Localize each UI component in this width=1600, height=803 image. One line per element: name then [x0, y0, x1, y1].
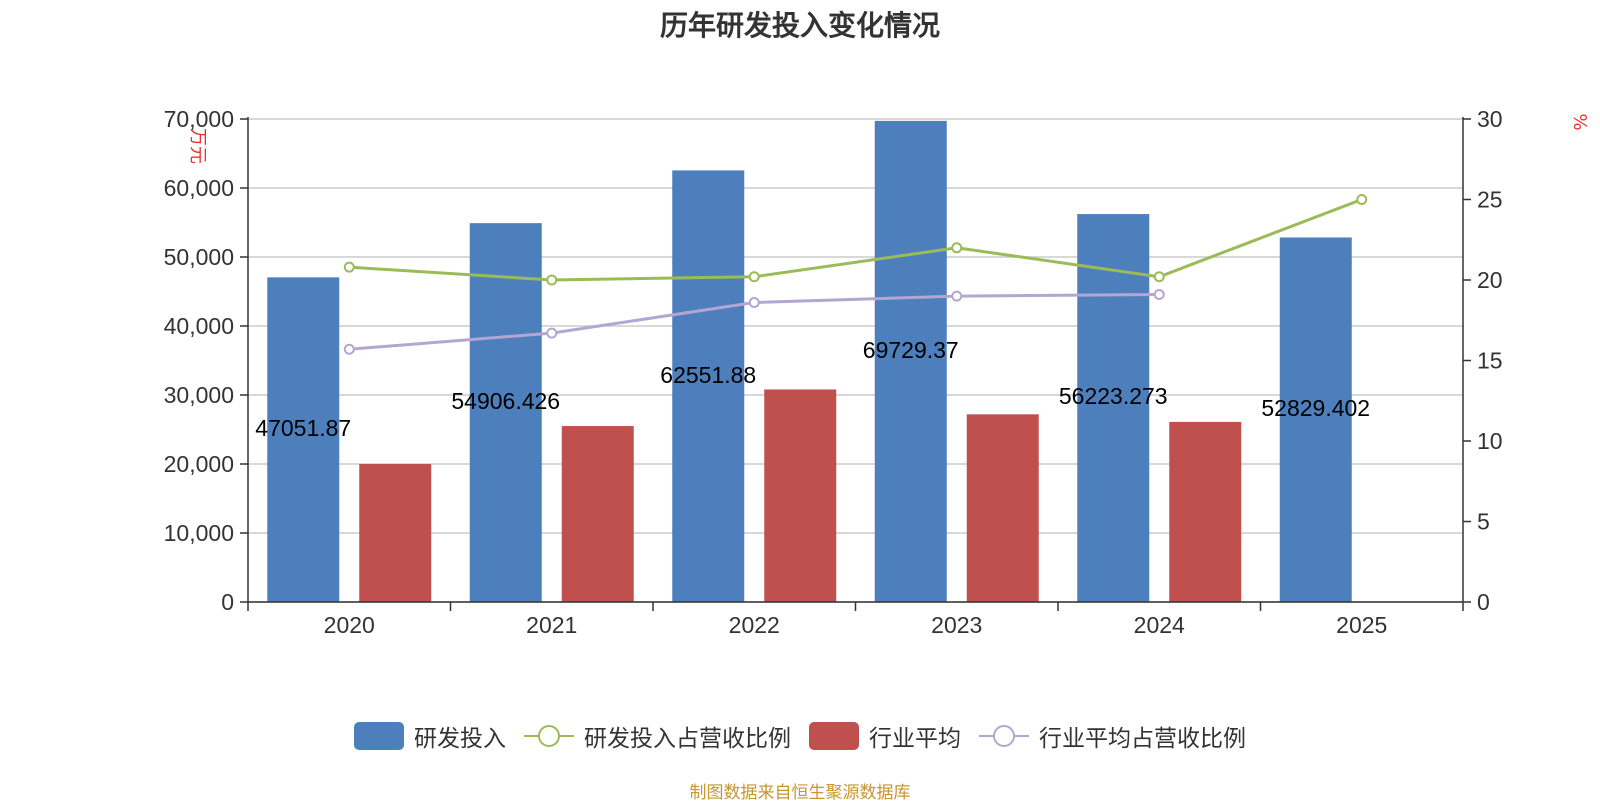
x-tick-label: 2024 — [1134, 612, 1185, 638]
data-label-rd: 54906.426 — [451, 388, 560, 414]
bar-industry — [561, 426, 634, 602]
point-industry-ratio — [1153, 288, 1165, 300]
x-tick-label: 2023 — [931, 612, 982, 638]
bar-rd — [469, 223, 542, 602]
y-left-tick-label: 10,000 — [164, 520, 234, 546]
legend-swatch-rd-ratio — [524, 725, 574, 747]
point-industry-ratio — [546, 327, 558, 339]
chart-title: 历年研发投入变化情况 — [659, 10, 940, 41]
line-rd-ratio — [349, 198, 1363, 282]
legend-label-industry-ratio: 行业平均占营收比例 — [1039, 725, 1246, 751]
y-left-tick-label: 40,000 — [164, 313, 234, 339]
data-label-rd: 47051.87 — [255, 415, 351, 441]
bar-industry — [966, 414, 1039, 602]
legend-item-industry-ratio[interactable]: 行业平均占营收比例 — [979, 719, 1246, 753]
y-left-tick-label: 0 — [221, 589, 234, 615]
bar-rd — [874, 120, 947, 603]
data-label-rd: 52829.402 — [1261, 395, 1370, 421]
point-rd-ratio — [343, 261, 355, 273]
x-tick-label: 2025 — [1336, 612, 1387, 638]
data-label-rd: 56223.273 — [1059, 383, 1168, 409]
y-right-tick-label: 10 — [1477, 428, 1503, 454]
bar-rd — [267, 277, 340, 602]
legend-label-rd: 研发投入 — [414, 725, 506, 751]
bar-industry — [1169, 421, 1242, 602]
bar-rd — [1077, 214, 1150, 602]
y-right-tick-label: 20 — [1477, 267, 1503, 293]
y-left-tick-label: 20,000 — [164, 451, 234, 477]
x-tick-label: 2022 — [729, 612, 780, 638]
y-left-tick-label: 60,000 — [164, 175, 234, 201]
legend-label-rd-ratio: 研发投入占营收比例 — [584, 725, 791, 751]
legend-swatch-industry — [809, 722, 859, 750]
source-note: 制图数据来自恒生聚源数据库 — [689, 783, 911, 802]
data-label-rd: 62551.88 — [660, 362, 756, 388]
legend-item-industry[interactable]: 行业平均 — [809, 719, 961, 753]
y-right-tick-label: 15 — [1477, 348, 1503, 374]
point-industry-ratio — [343, 343, 355, 355]
data-label-rd: 69729.37 — [863, 337, 959, 363]
legend-item-rd-ratio[interactable]: 研发投入占营收比例 — [524, 719, 791, 753]
point-rd-ratio — [546, 274, 558, 286]
point-rd-ratio — [1356, 194, 1368, 205]
x-tick-label: 2020 — [324, 612, 375, 638]
point-industry-ratio — [951, 290, 963, 302]
bar-industry — [764, 389, 837, 602]
point-rd-ratio — [951, 242, 963, 254]
bar-rd — [672, 170, 745, 602]
legend-item-rd[interactable]: 研发投入 — [354, 719, 506, 753]
y-left-tick-label: 30,000 — [164, 382, 234, 408]
x-tick-label: 2021 — [526, 612, 577, 638]
legend-swatch-industry-ratio — [979, 725, 1029, 747]
y-left-tick-label: 70,000 — [164, 106, 234, 132]
point-rd-ratio — [748, 271, 760, 283]
point-industry-ratio — [748, 297, 760, 309]
y-right-tick-label: 25 — [1477, 187, 1503, 213]
y-right-tick-label: 5 — [1477, 509, 1490, 535]
legend-swatch-rd — [354, 722, 404, 750]
y-right-tick-label: 30 — [1477, 106, 1503, 132]
point-rd-ratio — [1153, 271, 1165, 283]
legend-label-industry: 行业平均 — [869, 725, 961, 751]
chart-legend: 研发投入 研发投入占营收比例 行业平均 行业平均占营收比例 — [0, 718, 1600, 754]
y-left-unit-label: 万元 — [187, 128, 208, 164]
y-right-tick-label: 0 — [1477, 589, 1490, 615]
bar-industry — [359, 464, 432, 602]
y-right-unit-label: % — [1569, 113, 1590, 130]
bar-rd — [1279, 237, 1352, 603]
y-left-tick-label: 50,000 — [164, 244, 234, 270]
